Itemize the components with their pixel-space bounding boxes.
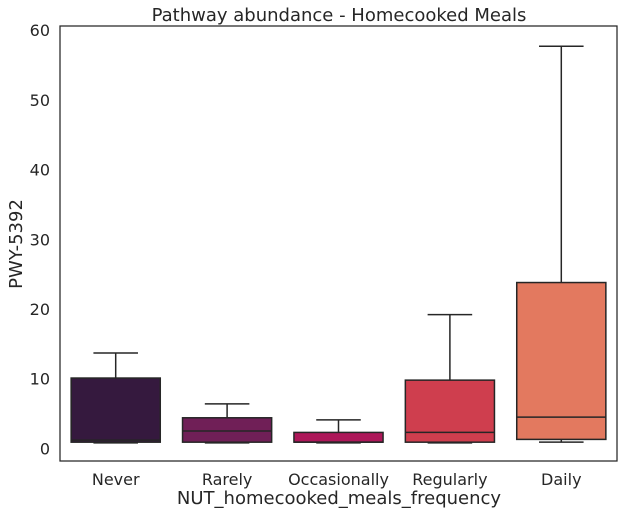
y-axis-label: PWY-5392 [6,199,27,289]
box-daily [515,45,607,443]
boxes-group [70,45,607,444]
iqr-box [70,377,162,443]
y-tick-label: 30 [30,230,50,249]
x-tick-label: Rarely [202,470,253,489]
box-occasionally [293,419,384,444]
y-tick-label: 40 [30,161,50,180]
iqr-box [181,417,273,443]
y-ticks: 0 10 20 30 40 50 60 [30,21,50,458]
plot-frame [59,25,618,462]
x-tick-label: Never [92,470,140,489]
box-rarely [181,403,273,444]
x-ticks: Never Rarely Occasionally Regularly Daily [92,470,582,489]
chart-title: Pathway abundance - Homecooked Meals [152,5,527,26]
y-tick-label: 60 [30,21,50,40]
iqr-box [515,281,607,441]
y-tick-label: 20 [30,300,50,319]
y-tick-label: 50 [30,91,50,110]
y-tick-label: 10 [30,370,50,389]
y-tick-label: 0 [40,439,50,458]
iqr-box [293,431,384,443]
x-axis-label: NUT_homecooked_meals_frequency [177,488,502,509]
x-tick-label: Daily [541,470,581,489]
x-tick-label: Occasionally [288,470,389,489]
box-never [70,352,162,444]
box-regularly [404,313,496,444]
x-tick-label: Regularly [412,470,487,489]
